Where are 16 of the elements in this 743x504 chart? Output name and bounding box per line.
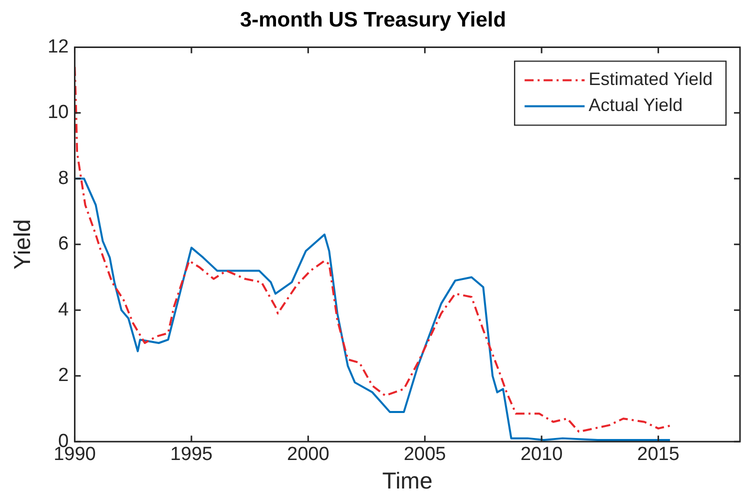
legend-label: Estimated Yield — [588, 69, 713, 90]
x-tick-label: 2005 — [404, 444, 446, 466]
x-tick-label: 2010 — [520, 444, 563, 466]
x-tick-label: 2015 — [637, 444, 680, 466]
y-tick-label: 10 — [48, 102, 69, 124]
y-tick-label: 6 — [58, 234, 69, 255]
y-tick-label: 8 — [58, 168, 69, 189]
x-axis-title: Time — [382, 468, 432, 494]
y-axis-title: Yield — [9, 219, 36, 270]
y-tick-label: 12 — [48, 36, 69, 58]
chart-title: 3-month US Treasury Yield — [240, 8, 506, 32]
y-tick-label: 4 — [58, 299, 70, 320]
legend-label: Actual Yield — [588, 95, 683, 116]
x-tick-label: 1995 — [170, 444, 213, 466]
x-tick-label: 2000 — [287, 444, 330, 466]
y-tick-label: 2 — [58, 365, 69, 386]
